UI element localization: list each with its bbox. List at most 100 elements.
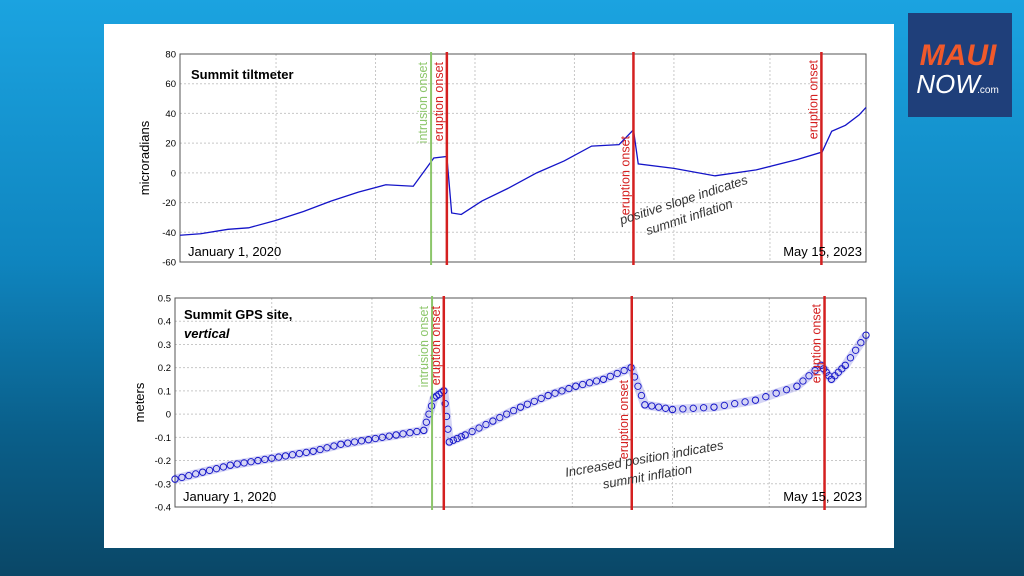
gps-data-point (344, 439, 352, 447)
logo-suffix: .com (977, 85, 999, 96)
chart-1: -60 -40 -20 0 20 40 60 80 microradians intrusion … (137, 50, 867, 269)
gps-data-point (668, 405, 677, 414)
gps-data-point (811, 366, 819, 375)
gps-data-point (689, 404, 697, 412)
gps-data-point (178, 473, 186, 482)
chart-title: Summit tiltmeter (191, 67, 294, 82)
gps-data-point (710, 403, 718, 411)
gps-data-point (351, 438, 359, 446)
gps-data-point (634, 382, 642, 390)
gps-data-point (337, 440, 345, 448)
plot-frame (174, 297, 867, 508)
y-tick-label: 0 (166, 410, 171, 421)
gps-data-point (503, 410, 511, 418)
gps-data-point (268, 454, 276, 462)
gps-data-point (219, 463, 228, 471)
gps-data-point (496, 413, 504, 422)
gps-data-point (585, 379, 594, 387)
gps-data-point (392, 431, 400, 439)
y-axis-label: microradians (137, 120, 152, 195)
gps-data-point (537, 394, 545, 403)
gps-data-point (371, 434, 380, 443)
gps-data-point (509, 406, 518, 415)
gps-data-point (862, 331, 870, 339)
gps-data-point (185, 471, 193, 480)
intrusion-onset-label: intrusion onset (417, 305, 431, 387)
tilt-series-line (179, 107, 867, 236)
gps-data-point (731, 400, 739, 408)
gps-data-point (661, 404, 670, 412)
gps-data-point (385, 432, 393, 440)
gps-data-point (406, 429, 414, 437)
gps-data-point (613, 369, 621, 378)
gps-data-point (461, 431, 469, 439)
chart-2: -0.4 -0.3 -0.2 -0.1 0 0.1 0.2 0.3 0.4 0.5 meters in… (132, 294, 870, 514)
gps-data-point (851, 346, 860, 354)
x-end-label: May 15, 2023 (783, 489, 862, 504)
gps-data-point (606, 372, 614, 381)
gps-data-point (254, 456, 262, 465)
gps-data-point (281, 452, 290, 460)
intrusion-onset-label: intrusion onset (416, 61, 430, 143)
gps-data-point (599, 375, 608, 383)
gps-data-point (226, 461, 234, 469)
gps-data-point (171, 475, 179, 483)
y-tick-label: 0.3 (158, 340, 171, 351)
y-tick-label: 40 (165, 109, 176, 120)
gps-data-point (295, 449, 304, 458)
x-start-label: January 1, 2020 (188, 244, 281, 259)
gps-data-point (857, 339, 865, 347)
gps-data-point (793, 382, 801, 390)
y-tick-label: 80 (165, 50, 176, 61)
gps-data-point (846, 354, 855, 362)
gps-data-point (838, 365, 846, 373)
chart-title-line2: vertical (184, 326, 230, 341)
eruption-onset-label: eruption onset (429, 305, 443, 385)
gps-data-point (449, 436, 457, 444)
gps-data-point (435, 390, 443, 399)
gps-data-point (579, 380, 587, 389)
gps-data-point (432, 392, 441, 400)
gps-data-point (751, 396, 760, 404)
y-tick-label: 0.1 (158, 386, 171, 397)
gps-data-point (212, 465, 221, 473)
gps-data-point (422, 418, 431, 426)
gps-data-point (430, 394, 438, 402)
eruption-onset-label: eruption onset (618, 135, 632, 215)
eruption-onset-label: eruption onset (810, 303, 824, 383)
gps-data-point (274, 453, 283, 461)
y-tick-label: -0.4 (155, 503, 171, 514)
gps-data-point (482, 420, 490, 429)
gps-data-point (205, 466, 214, 475)
gps-data-point (530, 397, 538, 405)
y-tick-label: 0.2 (158, 363, 171, 374)
gps-data-point (309, 447, 317, 455)
y-tick-label: -60 (162, 258, 176, 269)
gps-data-point (592, 377, 601, 385)
gps-data-point (805, 372, 813, 380)
gps-data-point (399, 430, 407, 438)
gps-data-point (565, 384, 573, 393)
y-axis-label: meters (132, 382, 147, 422)
gps-data-point (655, 403, 663, 411)
gps-data-point (364, 435, 373, 444)
gps-data-point (323, 444, 331, 452)
gps-data-point (516, 403, 525, 411)
gps-data-point (192, 470, 200, 478)
y-tick-label: -40 (162, 228, 176, 239)
gps-data-point (637, 391, 646, 400)
y-tick-label: 60 (165, 79, 176, 90)
gps-data-point (762, 393, 770, 401)
gps-data-point (679, 405, 687, 413)
y-tick-label: 20 (165, 139, 176, 150)
gps-data-point (720, 401, 728, 410)
y-tick-label: -0.2 (155, 456, 171, 467)
logo-line2: NOW (916, 69, 982, 99)
gps-data-point (261, 455, 269, 464)
gps-data-point (288, 451, 297, 459)
gps-data-point (302, 448, 310, 457)
eruption-onset-label: eruption onset (806, 59, 820, 139)
y-tick-label: -0.3 (155, 479, 171, 490)
gps-data-point (330, 442, 338, 450)
